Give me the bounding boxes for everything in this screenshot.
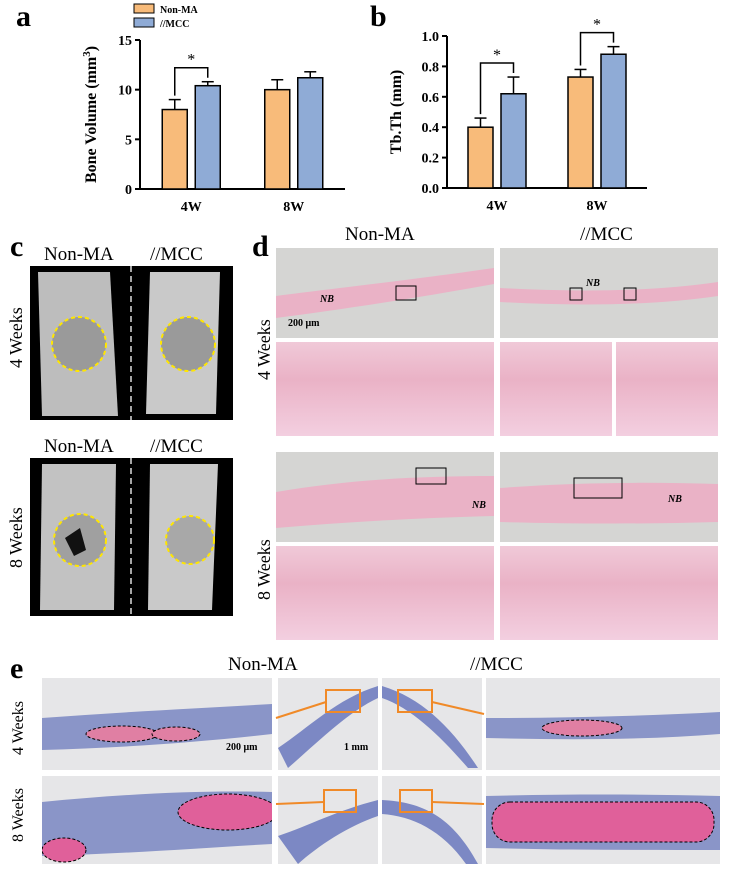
y-tick-label: 1.0 [422, 30, 440, 45]
y-tick-label: 5 [125, 133, 132, 148]
d-row-8-weeks: 8 Weeks [254, 539, 274, 600]
bar-chart-bone-volume: 0 5 10 15 Bone Volume (mm3) 4W 8W * Non-MA //MCC [81, 3, 345, 215]
bar [161, 108, 188, 190]
significance-bracket [579, 31, 615, 66]
he-8w-nonma-zoom [276, 546, 494, 640]
significance-label: * [187, 52, 195, 69]
he-4w-mcc-zoom-2 [616, 342, 718, 436]
x-tick-label: 8W [283, 200, 304, 215]
bar [264, 88, 291, 190]
x-tick-label: 4W [181, 200, 202, 215]
d-nb-label-3: NB [472, 500, 486, 511]
mt-4w-mcc-zoom [486, 678, 720, 770]
d-scale-text: 200 μm [288, 318, 320, 329]
d-header-non-ma: Non-MA [345, 224, 415, 245]
y-axis-label: Bone Volume (mm3) [81, 46, 100, 183]
e-row-8-weeks: 8 Weeks [10, 788, 27, 842]
legend-label: Non-MA [160, 5, 199, 16]
d-nb-label-4: NB [668, 494, 682, 505]
y-tick-label: 0 [125, 183, 132, 198]
panel-label-a: a [16, 0, 31, 33]
c-header-non-ma-bottom: Non-MA [44, 436, 114, 457]
bar [467, 126, 494, 189]
e-row-4-weeks: 4 Weeks [10, 701, 27, 755]
bar-chart-tb-th: 0.0 0.2 0.4 0.6 0.8 1.0 Tb.Th (mm) 4W 8W * * [388, 17, 647, 214]
he-4w-mcc-zoom-1 [500, 342, 612, 436]
d-row-4-weeks: 4 Weeks [254, 319, 274, 380]
y-tick-label: 0.6 [422, 91, 440, 106]
panel-label-e: e [10, 652, 24, 685]
y-tick-label: 0.2 [422, 152, 440, 167]
microct-4w [30, 266, 233, 420]
legend-label: //MCC [159, 19, 189, 30]
he-8w-nonma-overview: NB [276, 452, 494, 542]
mt-8w-mcc-zoom [486, 776, 720, 864]
mt-8w-nonma-zoom [41, 776, 279, 864]
he-4w-nonma-zoom [276, 342, 494, 436]
c-header-mcc-bottom: //MCC [150, 436, 203, 457]
y-tick-label: 15 [118, 34, 132, 49]
x-tick-label: 4W [487, 199, 508, 214]
legend-swatch [133, 17, 155, 28]
mt-4w-mcc-overview [382, 678, 482, 770]
significance-bracket [479, 62, 515, 115]
c-row-8-weeks: 8 Weeks [6, 507, 26, 568]
y-axis-label: Tb.Th (mm) [388, 70, 405, 154]
y-tick-label: 10 [118, 84, 132, 99]
he-4w-nonma-overview: NB 200 μm [276, 248, 494, 338]
y-tick-label: 0.4 [422, 121, 440, 136]
bar [297, 76, 324, 190]
d-header-mcc: //MCC [580, 224, 633, 245]
d-nb-label-2: NB [586, 278, 600, 289]
significance-label: * [493, 47, 501, 64]
microct-8w [30, 458, 233, 616]
significance-label: * [593, 17, 601, 34]
y-tick-label: 0.8 [422, 60, 440, 75]
he-4w-mcc-overview: NB [500, 248, 718, 338]
panel-label-b: b [370, 0, 387, 33]
bar [600, 53, 627, 189]
e-header-mcc: //MCC [470, 654, 523, 675]
mt-4w-nonma-zoom: 200 μm [42, 678, 272, 770]
c-header-mcc-top: //MCC [150, 244, 203, 265]
x-tick-label: 8W [587, 199, 608, 214]
panel-label-c: c [10, 230, 24, 263]
panel-label-d: d [252, 230, 269, 263]
c-row-4-weeks: 4 Weeks [6, 307, 26, 368]
he-8w-mcc-overview: NB [500, 452, 718, 542]
bar [194, 84, 221, 190]
mt-8w-mcc-overview [382, 776, 482, 864]
bar [567, 76, 594, 189]
he-8w-mcc-zoom [500, 546, 718, 640]
e-scale-200: 200 μm [226, 742, 258, 753]
y-tick-label: 0.0 [422, 182, 440, 197]
legend-swatch [133, 3, 155, 14]
bar [500, 93, 527, 189]
mt-4w-nonma-overview: 1 mm [278, 678, 378, 770]
e-scale-1mm: 1 mm [344, 742, 369, 753]
d-nb-label-1: NB [320, 294, 334, 305]
significance-bracket [174, 66, 209, 96]
e-header-non-ma: Non-MA [228, 654, 298, 675]
c-header-non-ma-top: Non-MA [44, 244, 114, 265]
mt-8w-nonma-overview [278, 776, 378, 864]
